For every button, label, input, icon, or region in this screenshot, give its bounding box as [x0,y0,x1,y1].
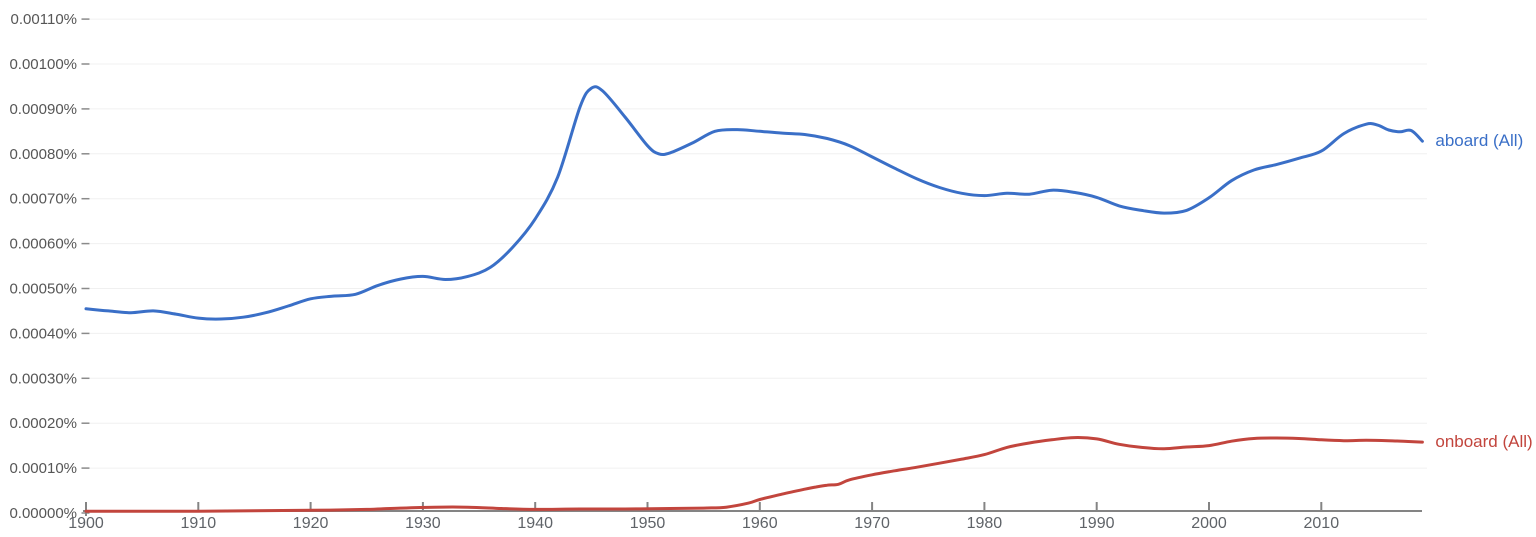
series-line-aboard[interactable] [84,85,1424,321]
x-axis-label: 1930 [405,515,441,532]
x-axis-label: 2010 [1304,515,1340,532]
x-axis-label: 1900 [68,515,104,532]
y-axis-label: 0.00100% [9,56,77,73]
y-axis-label: 0.00090% [9,101,77,118]
y-axis-label: 0.00040% [9,325,77,342]
x-axis-label: 1980 [967,515,1003,532]
y-axis-label: 0.00050% [9,281,77,298]
y-axis-label: 0.00070% [9,191,77,208]
y-axis-label: 0.00000% [9,505,77,522]
y-axis-label: 0.00060% [9,236,77,253]
y-axis-label: 0.00080% [9,146,77,163]
series-label-aboard[interactable]: aboard (All) [1435,131,1524,151]
y-axis-label: 0.00020% [9,415,77,432]
x-axis-label: 1920 [293,515,329,532]
x-axis-label: 1990 [1079,515,1115,532]
x-axis-label: 1950 [630,515,666,532]
x-axis-label: 1960 [742,515,778,532]
x-axis-label: 1910 [181,515,217,532]
series-line-onboard[interactable] [84,436,1424,513]
x-axis-label: 2000 [1191,515,1227,532]
series-label-onboard[interactable]: onboard (All) [1435,432,1533,452]
y-axis-label: 0.00030% [9,370,77,387]
x-axis-label: 1970 [854,515,890,532]
x-axis-label: 1940 [517,515,553,532]
y-axis-label: 0.00110% [11,11,77,28]
y-axis-label: 0.00010% [9,460,77,477]
